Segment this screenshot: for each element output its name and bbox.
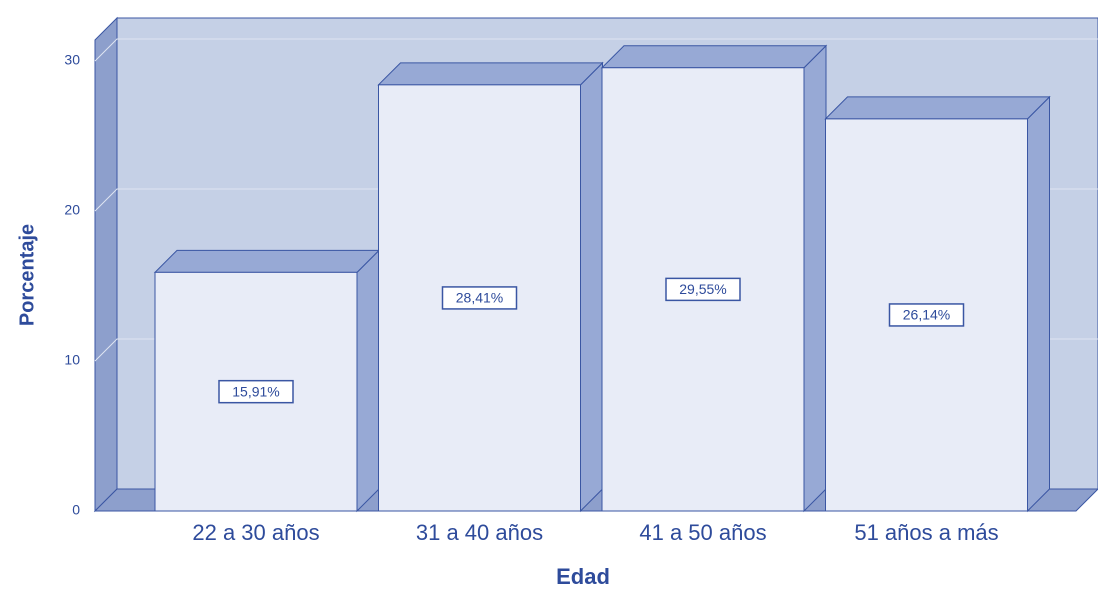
x-tick-label: 22 a 30 años (192, 520, 319, 545)
value-label: 26,14% (903, 307, 950, 323)
bar-top (600, 45, 828, 69)
bar-top (824, 96, 1051, 120)
bar-side (1027, 95, 1050, 513)
value-label: 15,91% (232, 383, 279, 399)
y-tick-label: 30 (64, 52, 80, 68)
bar-side (580, 61, 603, 513)
value-label: 28,41% (456, 290, 503, 306)
x-axis-title: Edad (556, 564, 610, 589)
value-label-box (218, 379, 294, 404)
grid-line (94, 38, 1098, 62)
y-tick-label: 20 (64, 202, 80, 218)
y-tick-label: 10 (64, 352, 80, 368)
x-tick-label: 51 años a más (854, 520, 998, 545)
value-label: 29,55% (679, 281, 726, 297)
left-wall (94, 16, 118, 513)
x-tick-label: 41 a 50 años (639, 520, 766, 545)
value-label-box (888, 303, 965, 327)
bar-side (356, 249, 380, 513)
bar-side (803, 44, 827, 513)
bar-top (377, 62, 604, 86)
value-label-box (441, 286, 518, 310)
value-label-box (665, 277, 741, 302)
x-tick-label: 31 a 40 años (416, 520, 543, 545)
y-axis-title: Porcentaje (16, 224, 38, 326)
y-tick-label: 0 (72, 502, 80, 518)
bar-top (153, 249, 381, 273)
